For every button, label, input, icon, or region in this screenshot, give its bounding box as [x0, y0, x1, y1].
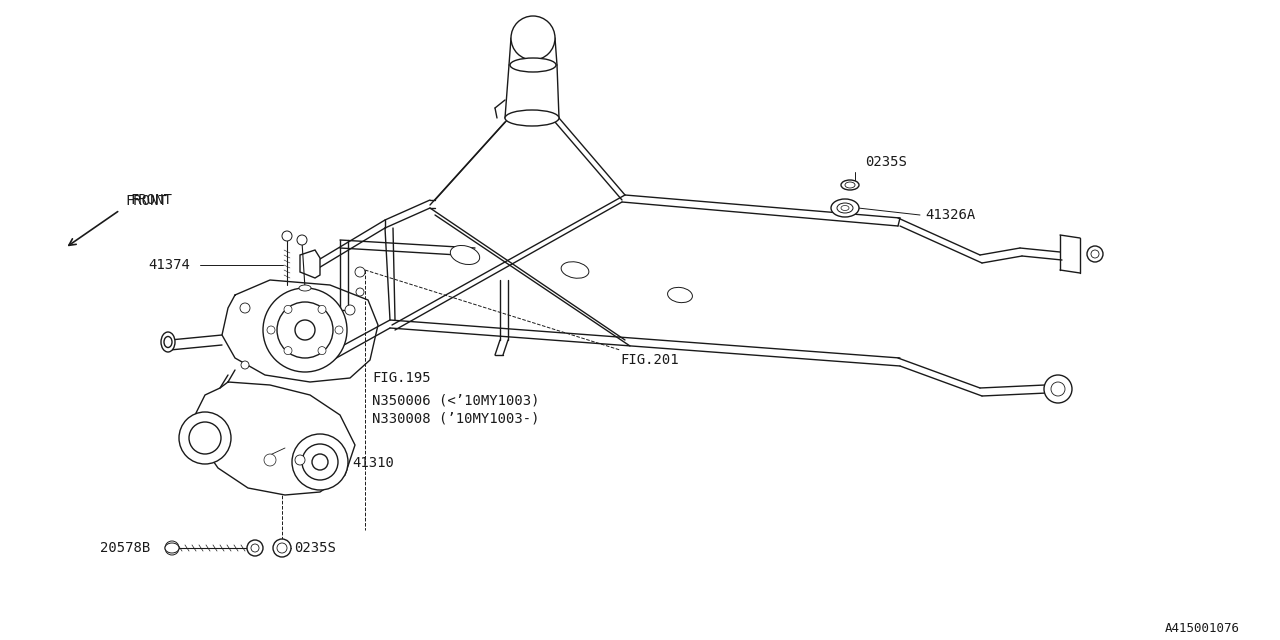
- Circle shape: [165, 541, 179, 555]
- Text: 0235S: 0235S: [294, 541, 335, 555]
- Ellipse shape: [165, 543, 179, 553]
- Circle shape: [335, 326, 343, 334]
- Ellipse shape: [509, 58, 556, 72]
- Text: 41374: 41374: [148, 258, 189, 272]
- Circle shape: [317, 305, 326, 314]
- Text: FIG.201: FIG.201: [620, 353, 678, 367]
- Text: A415001076: A415001076: [1165, 621, 1240, 634]
- Text: FRONT: FRONT: [125, 194, 166, 208]
- Text: 41326A: 41326A: [925, 208, 975, 222]
- Circle shape: [1087, 246, 1103, 262]
- Circle shape: [241, 303, 250, 313]
- Ellipse shape: [841, 180, 859, 190]
- Ellipse shape: [451, 246, 480, 264]
- Circle shape: [355, 267, 365, 277]
- Circle shape: [273, 539, 291, 557]
- Circle shape: [356, 288, 364, 296]
- Text: N350006 (<’10MY1003): N350006 (<’10MY1003): [372, 393, 539, 407]
- Circle shape: [284, 305, 292, 314]
- Circle shape: [284, 347, 292, 355]
- Ellipse shape: [837, 203, 852, 213]
- Circle shape: [179, 412, 230, 464]
- Circle shape: [268, 326, 275, 334]
- Circle shape: [312, 454, 328, 470]
- Circle shape: [276, 302, 333, 358]
- Ellipse shape: [161, 332, 175, 352]
- Ellipse shape: [506, 110, 559, 126]
- Polygon shape: [300, 250, 320, 278]
- Text: N330008 (’10MY1003-): N330008 (’10MY1003-): [372, 411, 539, 425]
- Circle shape: [282, 231, 292, 241]
- Circle shape: [262, 288, 347, 372]
- Circle shape: [264, 454, 276, 466]
- Circle shape: [346, 305, 355, 315]
- Text: FIG.195: FIG.195: [372, 371, 430, 385]
- Circle shape: [292, 434, 348, 490]
- Ellipse shape: [668, 287, 692, 303]
- Circle shape: [317, 347, 326, 355]
- Ellipse shape: [841, 205, 849, 211]
- Circle shape: [297, 235, 307, 245]
- Circle shape: [241, 361, 250, 369]
- Ellipse shape: [561, 262, 589, 278]
- Circle shape: [294, 455, 305, 465]
- Ellipse shape: [300, 285, 311, 291]
- Circle shape: [251, 544, 259, 552]
- Circle shape: [1051, 382, 1065, 396]
- Circle shape: [247, 540, 262, 556]
- Ellipse shape: [831, 199, 859, 217]
- Circle shape: [302, 444, 338, 480]
- Text: 0235S: 0235S: [865, 155, 906, 169]
- Circle shape: [276, 543, 287, 553]
- Circle shape: [189, 422, 221, 454]
- Circle shape: [1044, 375, 1073, 403]
- Circle shape: [511, 16, 556, 60]
- Text: FRONT: FRONT: [131, 193, 172, 207]
- Circle shape: [294, 320, 315, 340]
- Text: 20578B: 20578B: [100, 541, 150, 555]
- Ellipse shape: [164, 337, 172, 348]
- Circle shape: [1091, 250, 1100, 258]
- Ellipse shape: [845, 182, 855, 188]
- Text: 41310: 41310: [352, 456, 394, 470]
